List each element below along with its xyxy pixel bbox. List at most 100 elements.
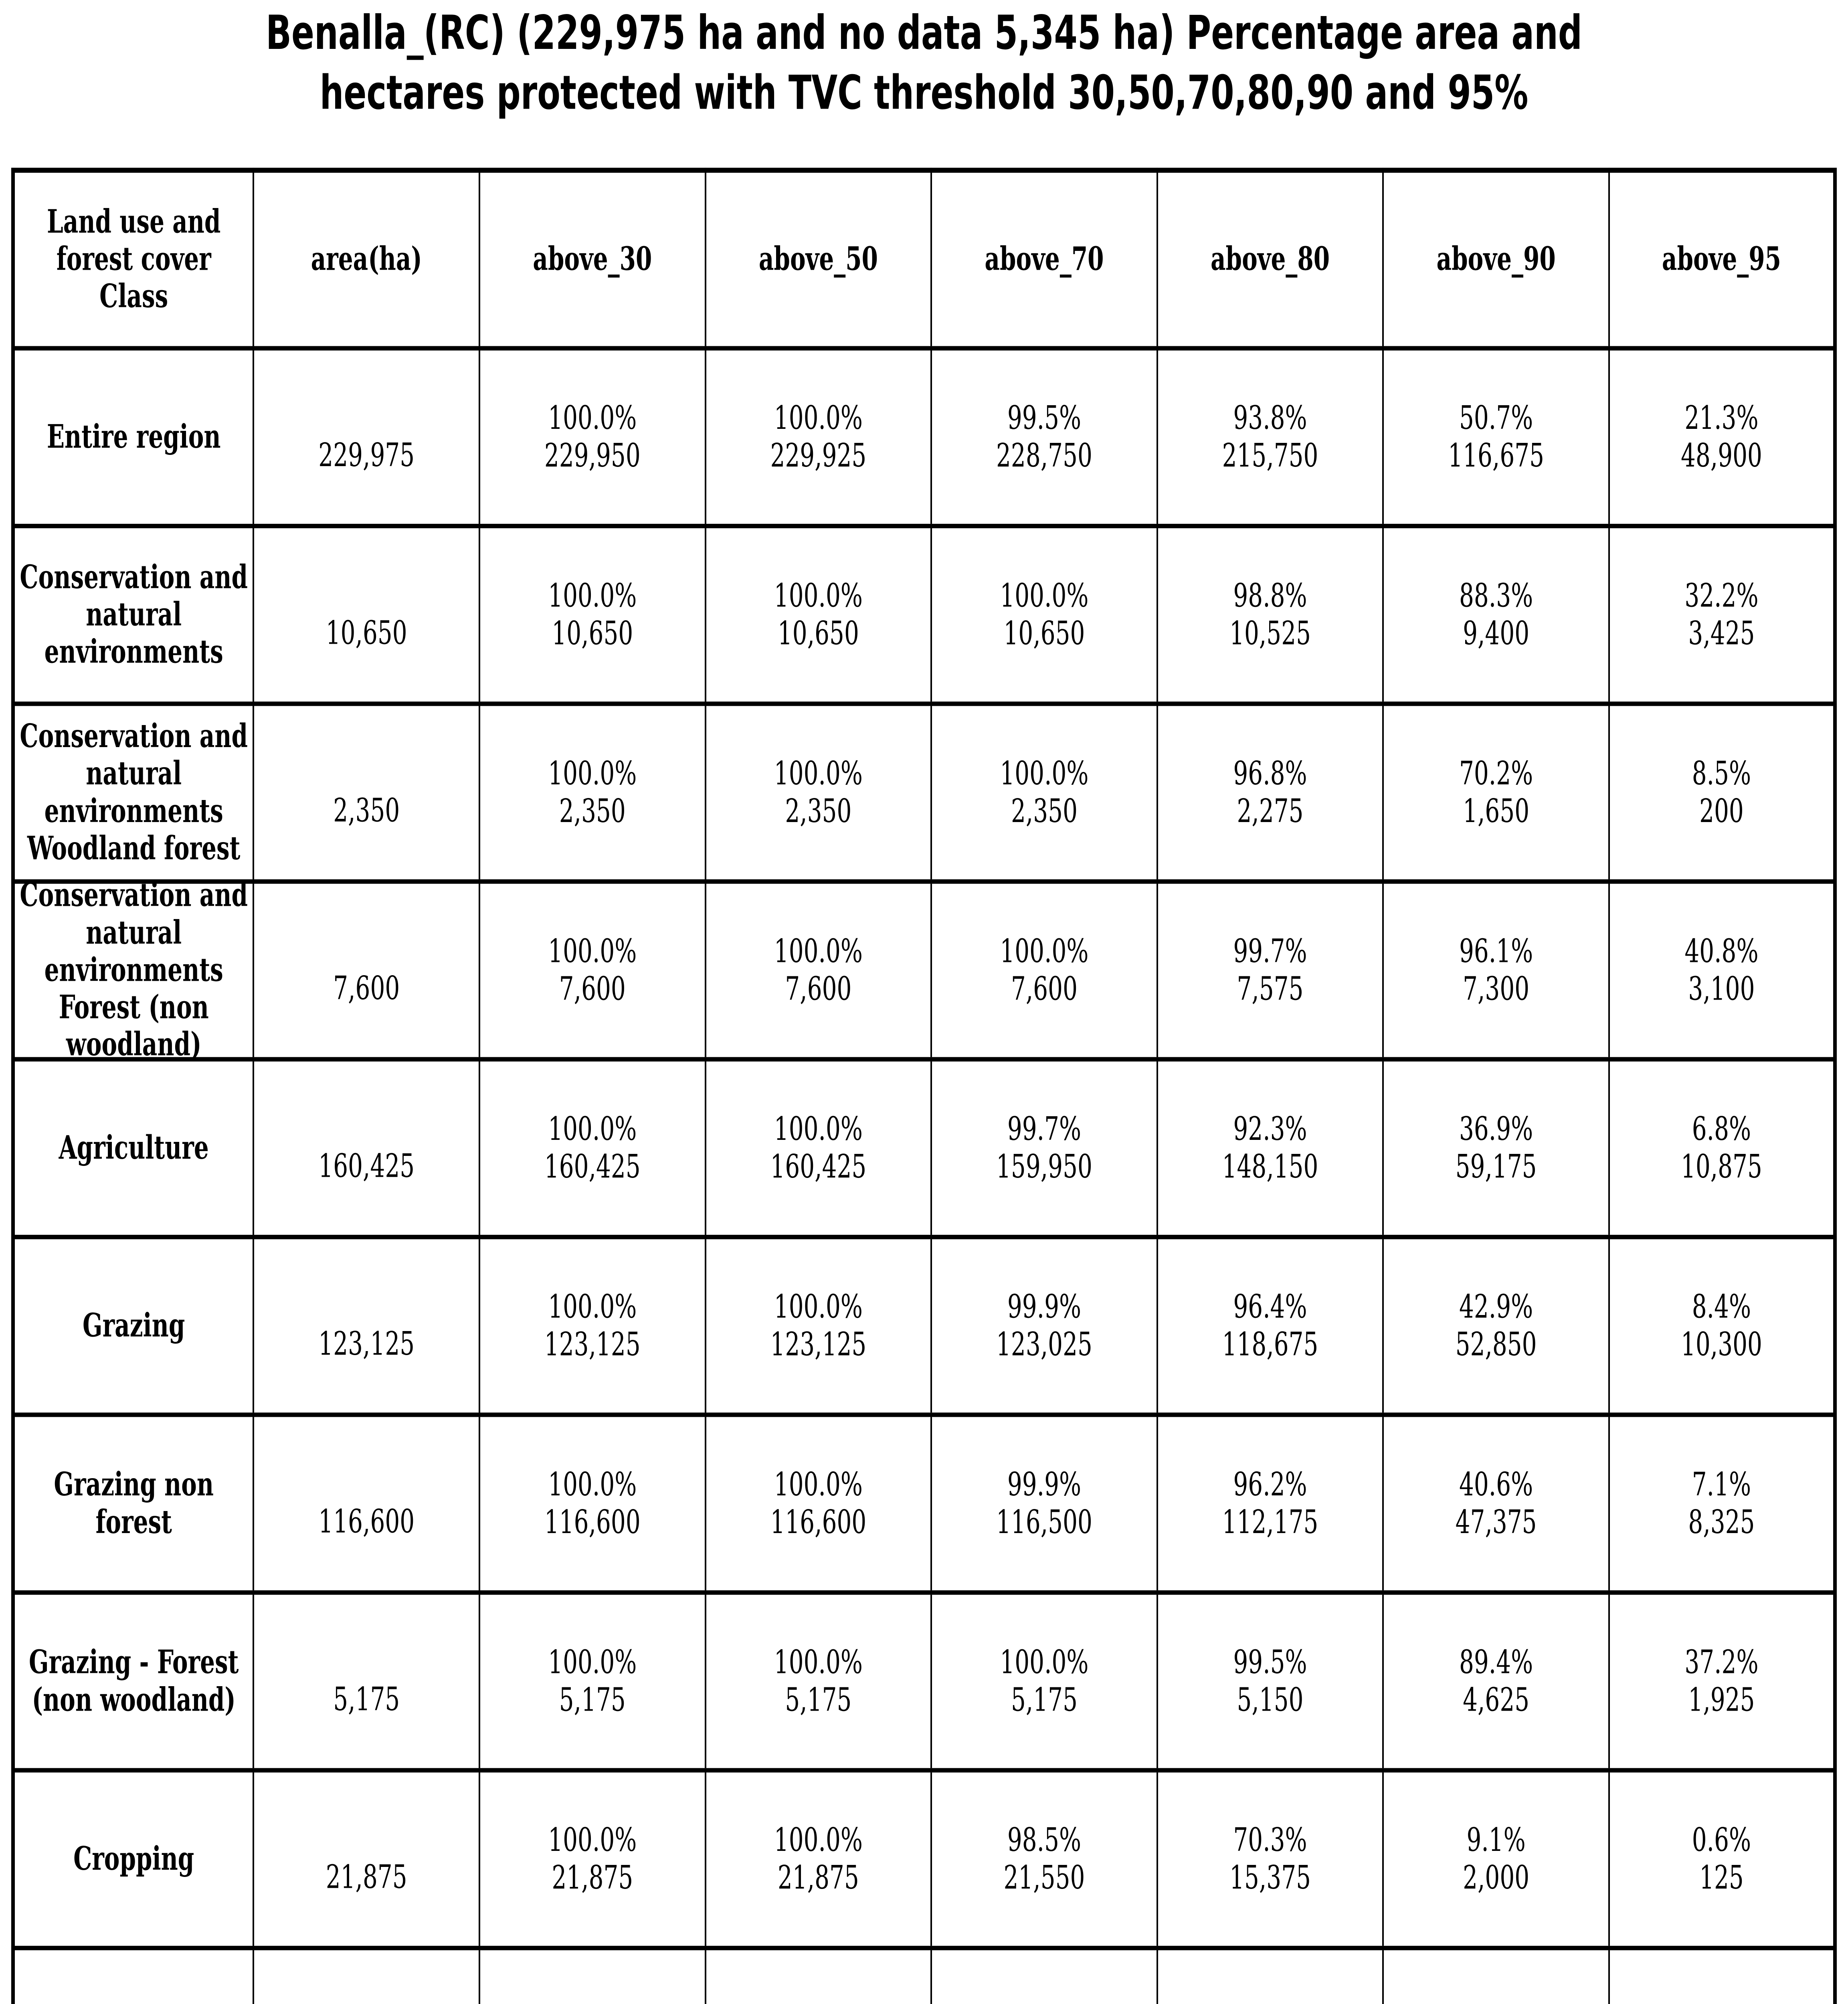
- header-cell: above_70: [930, 168, 1158, 350]
- hectares-value: 112,175: [1222, 1503, 1318, 1541]
- percent-value: 70.3%: [1233, 1821, 1307, 1859]
- percent-value: 100.0%: [774, 1821, 863, 1859]
- percent-value: 96.1%: [1459, 932, 1533, 970]
- percent-value: 96.8%: [1233, 754, 1307, 792]
- data-cell: 70.3% 15,375: [1156, 1768, 1384, 1950]
- table-header-row: Land use and forest cover Class area(ha) a…: [12, 168, 1836, 350]
- percent-value: 99.7%: [1007, 1110, 1082, 1148]
- hectares-value: 229,925: [770, 436, 867, 474]
- percent-value: 89.4%: [1459, 1643, 1533, 1681]
- hectares-value: 48,900: [1680, 436, 1762, 474]
- row-label: Grazing - Forest (non woodland): [29, 1643, 239, 1719]
- percent-value: 100.0%: [774, 1287, 863, 1326]
- data-cell: 100.0% 7,600: [704, 879, 932, 1061]
- page-title-line2: hectares protected with TVC threshold 30…: [319, 65, 1529, 120]
- row-label: Conservation and natural environments: [20, 558, 248, 671]
- header-label: above_90: [1436, 240, 1556, 278]
- table-row: Conservation and natural environments 10,…: [12, 523, 1836, 706]
- percent-value: 40.8%: [1684, 932, 1759, 970]
- table-row: Irrigation14,900100.0%14,900100.0%14,900…: [12, 1945, 1836, 2004]
- area-cell: 10,650: [253, 523, 481, 706]
- data-cell: 37.2% 1,925: [1608, 1590, 1836, 1772]
- data-cell: 100.0% 10,650: [704, 523, 932, 706]
- data-cell: 99.5% 228,750: [930, 345, 1158, 528]
- data-cell: 0.6% 125: [1608, 1768, 1836, 1950]
- percent-value: 100.0%: [548, 1465, 637, 1503]
- data-cell: 100.0% 123,125: [479, 1234, 706, 1417]
- header-cell: above_80: [1156, 168, 1384, 350]
- area-cell: 123,125: [253, 1234, 481, 1417]
- hectares-value: 2,350: [785, 792, 852, 830]
- area-cell: 21,875: [253, 1768, 481, 1950]
- header-cell: area(ha): [253, 168, 481, 350]
- table-row: Entire region 229,975 100.0% 229,950 100.0% 2…: [12, 345, 1836, 528]
- area-value: 123,125: [318, 1325, 415, 1363]
- hectares-value: 1,925: [1688, 1681, 1755, 1719]
- hectares-value: 215,750: [1222, 436, 1318, 474]
- hectares-value: 123,125: [544, 1325, 641, 1363]
- hectares-value: 3,100: [1688, 970, 1755, 1008]
- hectares-value: 159,950: [996, 1147, 1092, 1185]
- hectares-value: 7,300: [1463, 970, 1530, 1008]
- percent-value: 40.6%: [1459, 1465, 1533, 1503]
- row-label-cell: Agriculture: [12, 1057, 255, 1239]
- data-cell: 100.0% 10,650: [930, 523, 1158, 706]
- percent-value: 100.0%: [774, 576, 863, 615]
- percent-value: 100.0%: [774, 1110, 863, 1148]
- hectares-value: 21,875: [777, 1858, 859, 1896]
- percent-value: 93.8%: [1233, 399, 1307, 437]
- hectares-value: 21,875: [552, 1858, 633, 1896]
- page-title-line1: Benalla_(RC) (229,975 ha and no data 5,3…: [266, 5, 1582, 60]
- hectares-value: 5,175: [559, 1681, 626, 1719]
- data-cell: 100.0% 2,350: [930, 701, 1158, 884]
- percent-value: 100.0%: [548, 932, 637, 970]
- data-cell: 98.5% 21,550: [930, 1768, 1158, 1950]
- hectares-value: 15,375: [1229, 1858, 1311, 1896]
- row-label-cell: Conservation and natural environments Fo…: [12, 876, 255, 1063]
- data-cell: 3.0%450: [1608, 1945, 1836, 2004]
- percent-value: 100.0%: [1000, 1643, 1089, 1681]
- hectares-value: 118,675: [1222, 1325, 1318, 1363]
- data-cell: 100.0% 2,350: [704, 701, 932, 884]
- percent-value: 100.0%: [548, 576, 637, 615]
- hectares-value: 4,625: [1463, 1681, 1530, 1719]
- data-cell: 40.8% 3,100: [1608, 879, 1836, 1061]
- table-row: Agriculture 160,425 100.0% 160,425 100.0% 160…: [12, 1057, 1836, 1239]
- data-cell: 100.0% 160,425: [479, 1057, 706, 1239]
- header-label: Land use and forest cover Class: [47, 202, 221, 315]
- data-cell: 100.0% 7,600: [479, 879, 706, 1061]
- hectares-value: 200: [1699, 792, 1744, 830]
- table-row: Grazing - Forest (non woodland) 5,175 100.…: [12, 1590, 1836, 1772]
- page-title: Benalla_(RC) (229,975 ha and no data 5,3…: [0, 3, 1848, 123]
- data-cell: 100.0% 7,600: [930, 879, 1158, 1061]
- area-cell: 116,600: [253, 1412, 481, 1595]
- hectares-value: 2,350: [1011, 792, 1078, 830]
- data-cell: 100.0%14,900: [479, 1945, 706, 2004]
- area-cell: 7,600: [253, 879, 481, 1061]
- percent-value: 98.8%: [1233, 576, 1307, 615]
- data-cell: 9.1% 2,000: [1382, 1768, 1610, 1950]
- area-value: 229,975: [318, 436, 415, 474]
- percent-value: 6.8%: [1692, 1110, 1751, 1148]
- hectares-value: 9,400: [1463, 614, 1530, 652]
- percent-value: 99.7%: [1233, 932, 1307, 970]
- row-label: Conservation and natural environments Wo…: [20, 717, 248, 867]
- percent-value: 3.0%: [1692, 1999, 1751, 2004]
- hectares-value: 2,000: [1463, 1858, 1530, 1896]
- percent-value: 92.3%: [1233, 1110, 1307, 1148]
- percent-value: 100.0%: [1000, 576, 1089, 615]
- data-cell: 98.8% 10,525: [1156, 523, 1384, 706]
- row-label-cell: Grazing: [12, 1234, 255, 1417]
- data-cell: 100.0%14,900: [704, 1945, 932, 2004]
- percent-value: 100.0%: [548, 1110, 637, 1148]
- data-cell: 96.8% 2,275: [1156, 701, 1384, 884]
- data-cell: 100.0% 5,175: [930, 1590, 1158, 1772]
- hectares-value: 160,425: [770, 1147, 867, 1185]
- percent-value: 100.0%: [774, 754, 863, 792]
- area-cell: 160,425: [253, 1057, 481, 1239]
- data-cell: 8.4% 10,300: [1608, 1234, 1836, 1417]
- row-label: Cropping: [73, 1839, 194, 1878]
- data-cell: 99.7%14,850: [930, 1945, 1158, 2004]
- percent-value: 26.8%: [1459, 1999, 1533, 2004]
